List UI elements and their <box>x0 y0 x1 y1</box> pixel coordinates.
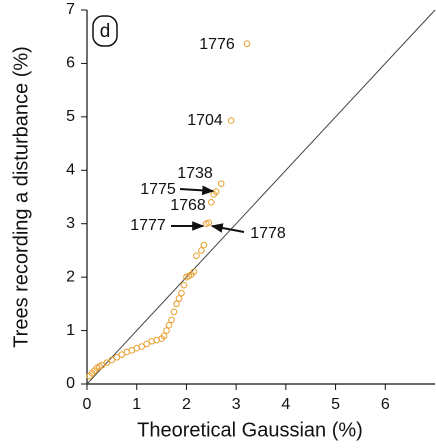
point <box>198 247 205 254</box>
x-tick-label: 5 <box>331 396 340 413</box>
annotation: 1777 <box>130 217 166 234</box>
y-tick-label: 0 <box>66 375 75 392</box>
point <box>200 241 208 249</box>
y-tick-label: 7 <box>66 1 75 18</box>
point <box>160 332 168 340</box>
panel-label: d <box>100 21 111 42</box>
annotation: 1776 <box>199 36 235 53</box>
annotation: 1775 <box>140 181 176 198</box>
y-tick-label: 5 <box>66 108 75 125</box>
y-tick-label: 3 <box>66 215 75 232</box>
point <box>113 353 121 361</box>
point <box>227 117 235 124</box>
x-tick-label: 6 <box>381 396 390 413</box>
point <box>168 316 175 324</box>
point <box>138 343 145 350</box>
point <box>180 281 188 289</box>
point <box>170 308 178 316</box>
y-tick-label: 2 <box>66 268 75 285</box>
x-tick-label: 3 <box>232 396 241 413</box>
point <box>165 321 173 329</box>
annotation: 1738 <box>177 165 213 182</box>
point <box>217 180 225 187</box>
x-tick-label: 0 <box>83 396 92 413</box>
point <box>163 327 170 334</box>
point <box>178 289 185 297</box>
y-tick-label: 6 <box>66 55 75 72</box>
point <box>175 295 183 302</box>
point <box>103 359 111 366</box>
point <box>118 351 126 358</box>
point <box>143 340 150 348</box>
y-tick-label: 4 <box>66 162 75 179</box>
annotation: 1704 <box>187 112 223 129</box>
point <box>98 362 106 369</box>
y-axis-title: Trees recording a disturbance (%) <box>10 46 32 348</box>
annotation-arrow <box>210 223 245 233</box>
point <box>193 252 200 260</box>
y-tick-label: 1 <box>66 322 75 339</box>
point <box>205 219 213 226</box>
x-tick-label: 2 <box>182 396 191 413</box>
point <box>243 40 251 47</box>
reference-line <box>86 9 436 385</box>
annotation-arrow <box>179 185 215 196</box>
x-axis-title: Theoretical Gaussian (%) <box>137 419 363 441</box>
annotation: 1778 <box>250 225 286 242</box>
point <box>190 268 198 276</box>
point <box>173 300 180 308</box>
point <box>207 199 215 206</box>
x-tick-label: 1 <box>132 396 141 413</box>
panel-label-frame <box>92 15 118 47</box>
annotation: 1768 <box>170 197 206 214</box>
point <box>108 356 116 364</box>
x-tick-label: 4 <box>281 396 290 413</box>
